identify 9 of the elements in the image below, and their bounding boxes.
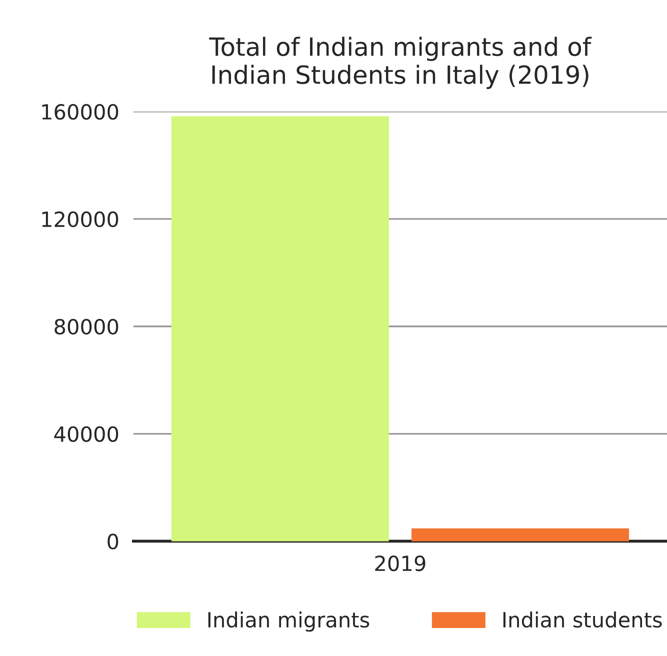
x-tick-label: 2019 bbox=[375, 555, 426, 572]
y-tick-label: 0 bbox=[108, 534, 118, 550]
legend-label: Indian students bbox=[503, 612, 662, 628]
chart-title: Total of Indian migrants and of Indian Students in Italy (2019) bbox=[209, 36, 592, 89]
legend-label: Indian migrants bbox=[208, 612, 370, 632]
y-tick-label: 120000 bbox=[42, 211, 118, 228]
y-tick-label: 160000 bbox=[42, 104, 118, 120]
y-tick-label: 40000 bbox=[54, 426, 118, 442]
y-tick-label: 80000 bbox=[54, 318, 118, 335]
